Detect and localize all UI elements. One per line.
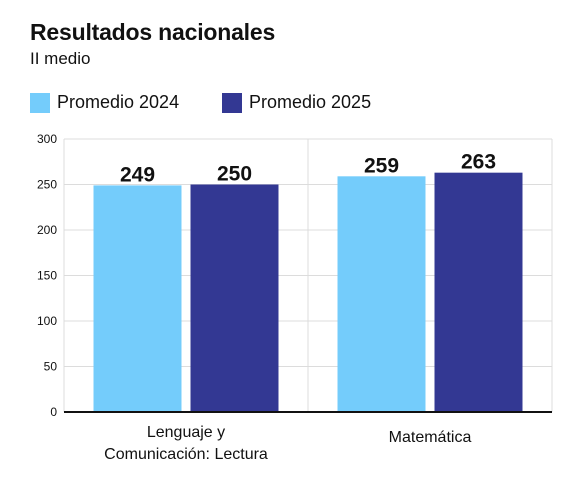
chart-subtitle: II medio: [30, 49, 91, 68]
value-label-1-0: 259: [364, 154, 399, 177]
bar-1-1: [434, 172, 523, 412]
legend-label-2024: Promedio 2024: [57, 92, 180, 112]
y-tick-label-200: 200: [37, 223, 57, 237]
legend-item-2024: Promedio 2024: [30, 92, 179, 113]
legend-item-2025: Promedio 2025: [222, 92, 371, 113]
legend-swatch-2025: [222, 92, 242, 113]
value-label-0-0: 249: [120, 163, 155, 186]
bar-1-0: [337, 176, 426, 412]
chart-title: Resultados nacionales: [30, 19, 276, 45]
legend-swatch-2024: [30, 92, 50, 113]
y-tick-label-50: 50: [44, 360, 58, 374]
bar-0-0: [93, 185, 182, 412]
y-tick-label-250: 250: [37, 178, 57, 192]
category-label-1-0: Matemática: [389, 429, 472, 446]
y-tick-label-150: 150: [37, 269, 57, 283]
value-label-0-1: 250: [217, 163, 252, 186]
bar-0-1: [190, 184, 279, 412]
y-tick-label-100: 100: [37, 314, 57, 328]
category-label-0-1: Comunicación: Lectura: [104, 446, 268, 463]
value-label-1-1: 263: [461, 151, 496, 174]
legend-label-2025: Promedio 2025: [249, 92, 372, 112]
category-label-0-0: Lenguaje y: [147, 424, 225, 441]
y-tick-label-0: 0: [50, 405, 57, 419]
y-tick-label-300: 300: [37, 132, 57, 146]
